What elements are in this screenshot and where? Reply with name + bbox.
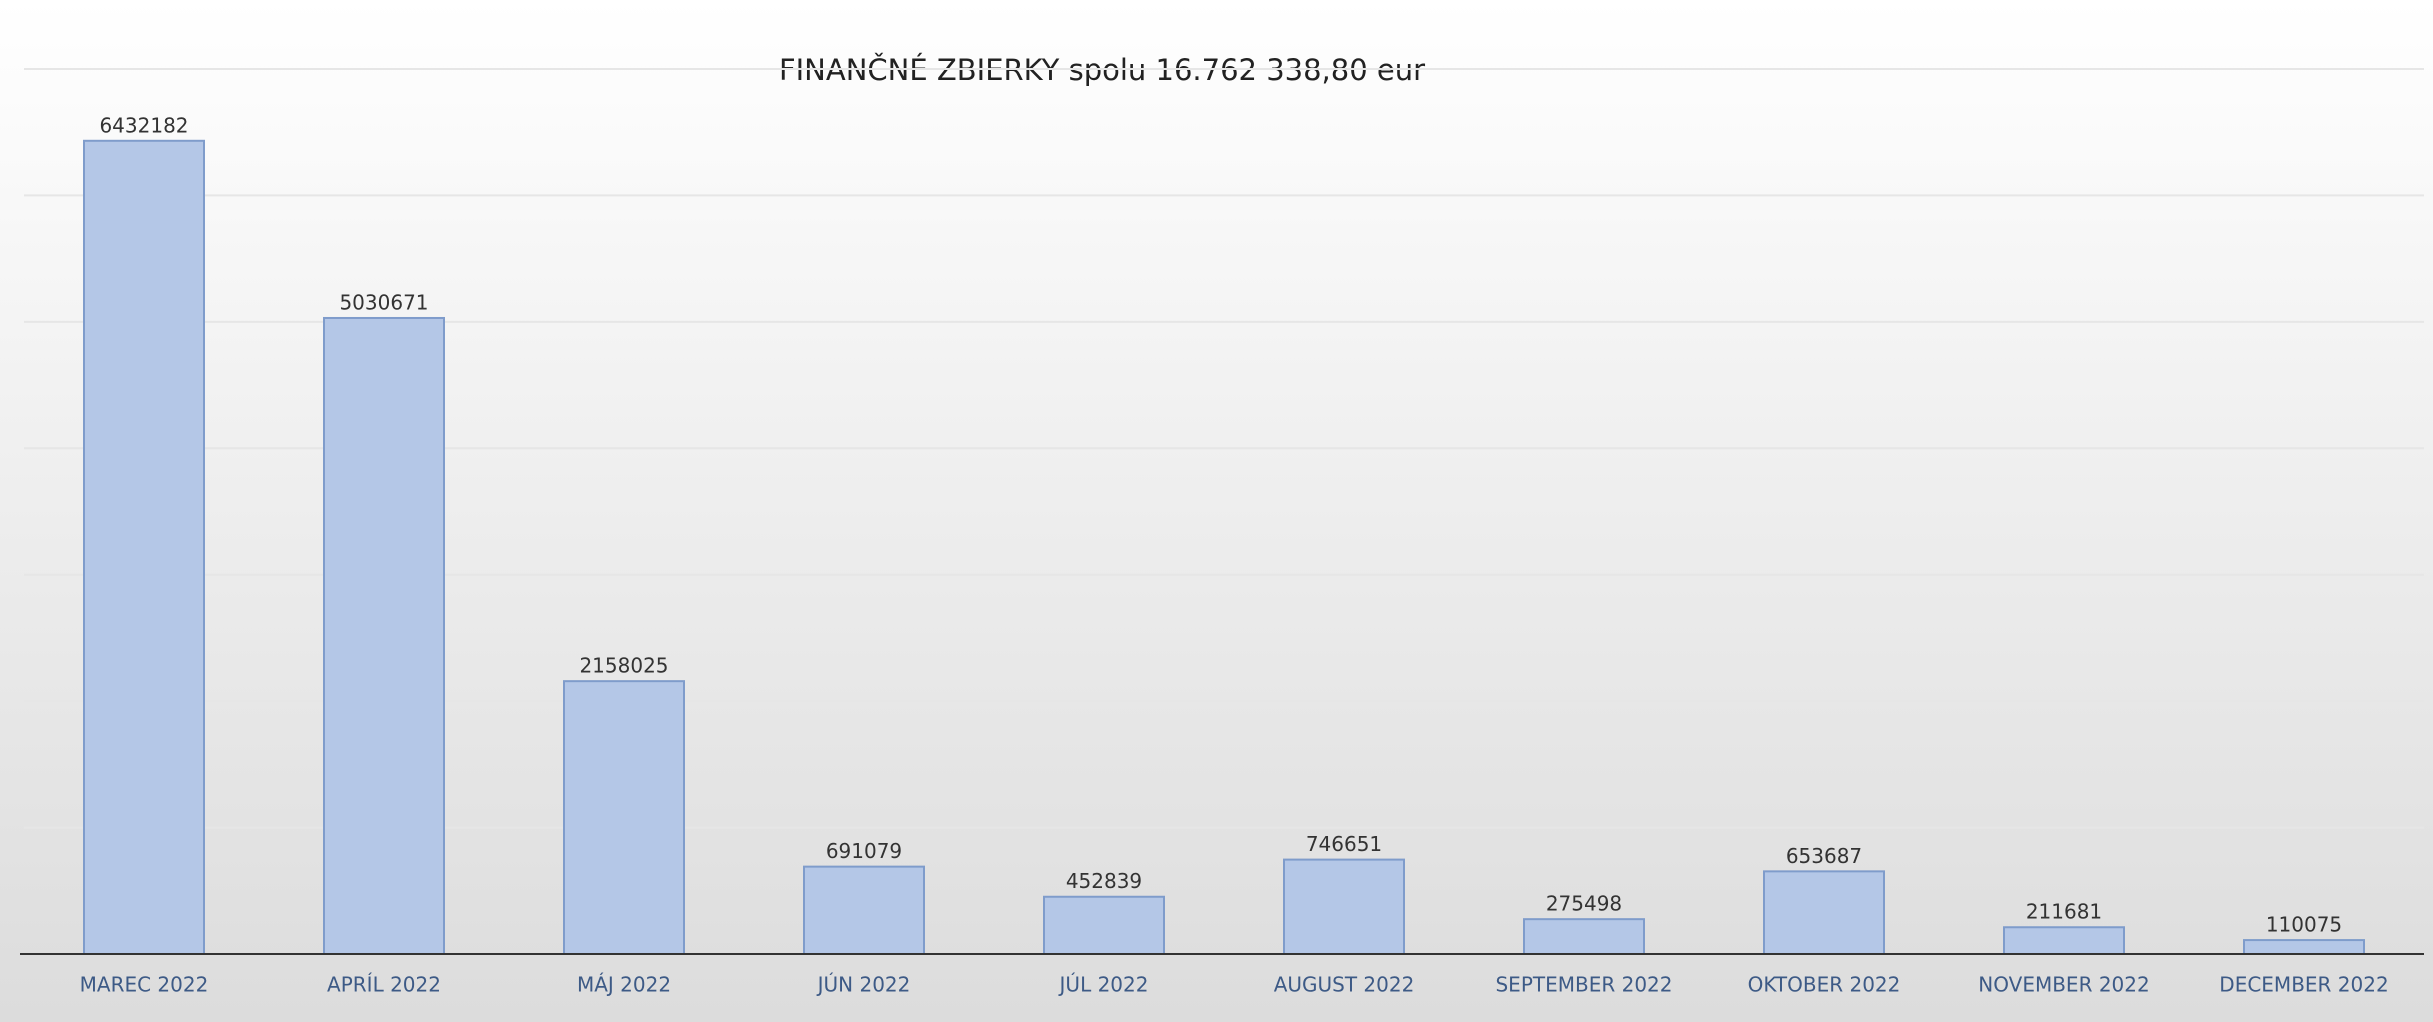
bar <box>323 316 445 956</box>
x-tick-label: SEPTEMBER 2022 <box>1495 973 1672 997</box>
x-tick-label: APRÍL 2022 <box>327 973 441 997</box>
data-label: 211681 <box>2026 900 2102 924</box>
x-tick-label: JÚL 2022 <box>1058 973 1149 997</box>
data-label: 110075 <box>2266 913 2342 937</box>
x-tick-label: NOVEMBER 2022 <box>1978 973 2149 997</box>
bar <box>83 139 205 956</box>
x-tick-label: MÁJ 2022 <box>577 973 671 997</box>
bar <box>803 865 925 955</box>
x-tick-label: DECEMBER 2022 <box>2219 973 2388 997</box>
bar <box>2243 939 2365 955</box>
x-tick-label: JÚN 2022 <box>816 973 911 997</box>
x-tick-label: OKTOBER 2022 <box>1748 973 1901 997</box>
data-label: 6432182 <box>99 113 188 137</box>
x-tick-label: MAREC 2022 <box>80 973 209 997</box>
data-label: 5030671 <box>339 290 428 314</box>
bar <box>563 680 685 956</box>
bar <box>1043 895 1165 956</box>
x-tick-label: AUGUST 2022 <box>1274 973 1415 997</box>
data-label: 275498 <box>1546 892 1622 916</box>
data-label: 746651 <box>1306 832 1382 856</box>
bar <box>1523 918 1645 956</box>
bar <box>1283 858 1405 956</box>
data-label: 691079 <box>826 839 902 863</box>
data-label: 452839 <box>1066 869 1142 893</box>
data-label: 653687 <box>1786 844 1862 868</box>
bar <box>2003 926 2125 956</box>
data-label: 2158025 <box>579 654 668 678</box>
bar <box>1763 870 1885 955</box>
